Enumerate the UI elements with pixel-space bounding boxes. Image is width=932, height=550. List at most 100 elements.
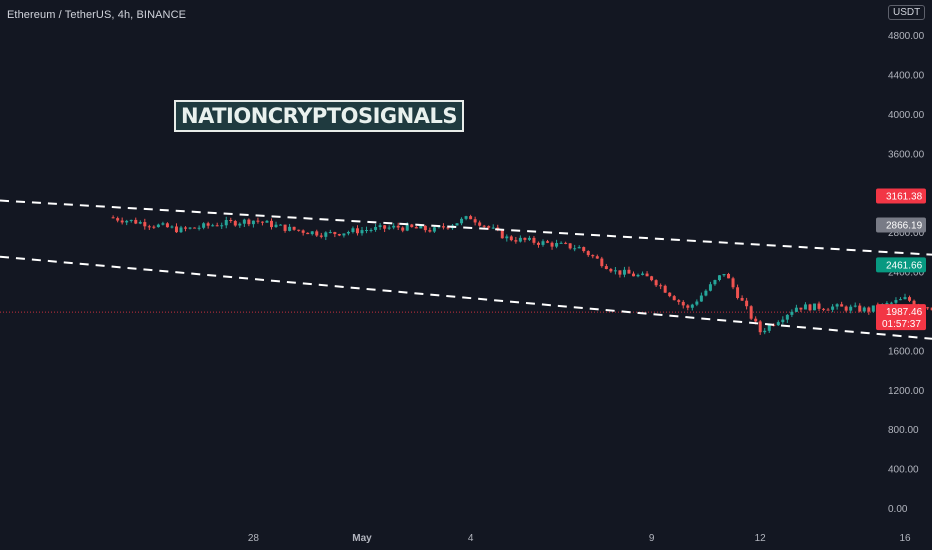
candle-body [360,230,364,234]
y-tick-label: 0.00 [888,504,908,515]
candle-body [383,225,387,229]
candle-body [482,225,486,227]
candle-body [256,220,260,222]
candle-body [500,229,504,239]
currency-badge[interactable]: USDT [888,5,926,20]
candle-body [392,225,396,228]
candle-body [138,222,142,224]
candle-body [659,285,663,287]
candle-body [346,232,350,234]
y-tick-label: 2400.00 [888,268,925,279]
candle-body [337,234,341,236]
y-tick-label: 3600.00 [888,149,925,160]
candle-body [396,225,400,228]
candle-body [310,231,314,235]
candle-body [613,270,617,272]
candle-body [274,224,278,228]
candle-body [532,237,536,243]
candle-body [536,242,540,245]
candle-body [600,258,604,267]
candle-body [754,318,758,322]
candle-body [419,225,423,229]
candle-body [242,219,246,224]
candle-body [283,224,287,231]
candle-body [518,237,522,242]
candle-body [763,330,767,333]
candle-body [541,241,545,245]
candle-body [690,304,694,308]
candle-body [550,242,554,247]
candle-body [555,243,559,247]
candle-body [704,290,708,296]
price-badge [876,304,926,331]
candle-body [279,224,283,226]
candle-body [849,306,853,311]
candle-body [781,319,785,323]
candle-body [523,237,527,240]
candle-body [156,224,160,228]
candle-body [867,307,871,312]
candle-body [672,296,676,301]
candle-body [260,221,264,223]
candle-body [871,305,875,312]
candle-body [193,227,197,229]
candle-body [808,304,812,311]
candle-body [441,226,445,228]
candle-body [247,219,251,225]
candle-body [319,235,323,237]
candle-body [401,227,405,231]
candle-body [826,309,830,311]
candle-body [423,225,427,231]
candle-body [641,273,645,275]
y-tick-label: 2800.00 [888,228,925,239]
trendline-upper [0,199,932,256]
price-axis[interactable]: 4800.004400.004000.003600.003200.002800.… [888,31,925,515]
time-axis[interactable]: 28May49121619232629 [248,533,932,544]
candle-body [668,292,672,297]
candle-body [582,247,586,252]
candle-body [206,223,210,226]
candle-body [184,227,188,229]
candle-body [414,227,418,229]
candle-body [835,304,839,307]
candle-body [188,227,192,229]
candle-body [202,223,206,228]
candle-body [926,307,930,309]
candle-body [695,301,699,305]
candle-body [686,305,690,308]
candle-body [120,220,124,223]
candle-body [604,266,608,270]
candle-body [215,225,219,227]
candle-body [328,232,332,234]
candle-body [912,300,916,305]
candle-body [568,243,572,249]
candle-body [790,311,794,315]
candle-body [745,300,749,307]
candle-body [564,242,568,244]
candle-body [822,308,826,310]
candle-body [342,233,346,236]
x-tick-label: 16 [899,533,911,544]
symbol-title[interactable]: Ethereum / TetherUS, 4h, BINANCE [7,9,187,21]
trendline-lower [0,255,932,340]
candle-body [573,248,577,250]
candle-body [197,227,201,229]
x-tick-label: 9 [649,533,655,544]
trendlines [0,199,932,340]
price-badge [876,257,926,273]
candle-body [776,322,780,326]
candle-body [586,251,590,256]
candle-body [161,223,165,225]
candle-body [355,228,359,234]
candle-body [699,295,703,302]
candle-body [591,255,595,257]
candle-body [636,274,640,277]
candle-body [351,228,355,233]
y-tick-label: 800.00 [888,425,919,436]
candle-body [374,227,378,230]
candle-body [831,306,835,310]
candle-body [378,225,382,228]
candle-body [251,220,255,225]
